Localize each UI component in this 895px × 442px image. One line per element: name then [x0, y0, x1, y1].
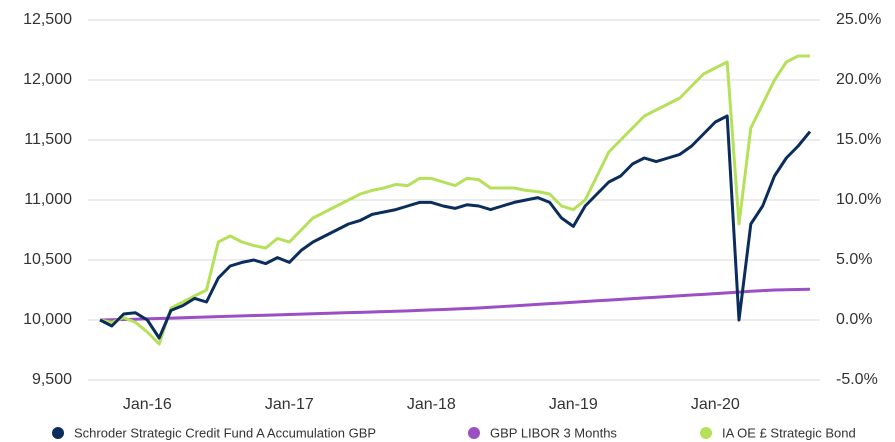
- y-tick-label: 11,500: [24, 131, 72, 148]
- x-tick-label: Jan-18: [407, 396, 456, 413]
- x-tick-label: Jan-17: [265, 396, 314, 413]
- y2-tick-label: 0.0%: [836, 311, 872, 328]
- y2-tick-label: 20.0%: [836, 71, 881, 88]
- series-line: [99, 287, 811, 322]
- y-tick-label: 11,000: [24, 191, 72, 208]
- legend-marker: [468, 427, 480, 439]
- legend-marker: [52, 427, 64, 439]
- y-tick-label: 10,500: [23, 251, 72, 268]
- y2-tick-label: 25.0%: [836, 11, 881, 28]
- y2-tick-label: 10.0%: [836, 191, 881, 208]
- y-tick-label: 12,000: [23, 71, 72, 88]
- series-line: [99, 54, 810, 346]
- x-tick-label: Jan-20: [691, 396, 740, 413]
- y2-tick-label: -5.0%: [836, 371, 878, 388]
- y-tick-label: 10,000: [23, 311, 72, 328]
- legend-label: Schroder Strategic Credit Fund A Accumul…: [74, 425, 376, 440]
- y2-tick-label: 15.0%: [836, 131, 881, 148]
- legend-label: GBP LIBOR 3 Months: [490, 425, 617, 440]
- legend-label: IA OE £ Strategic Bond: [722, 425, 856, 440]
- series-line: [99, 114, 812, 340]
- x-tick-label: Jan-16: [123, 396, 172, 413]
- x-tick-label: Jan-19: [549, 396, 598, 413]
- y-tick-label: 12,500: [23, 11, 72, 28]
- legend-marker: [700, 427, 712, 439]
- y2-tick-label: 5.0%: [836, 251, 872, 268]
- y-tick-label: 9,500: [32, 371, 72, 388]
